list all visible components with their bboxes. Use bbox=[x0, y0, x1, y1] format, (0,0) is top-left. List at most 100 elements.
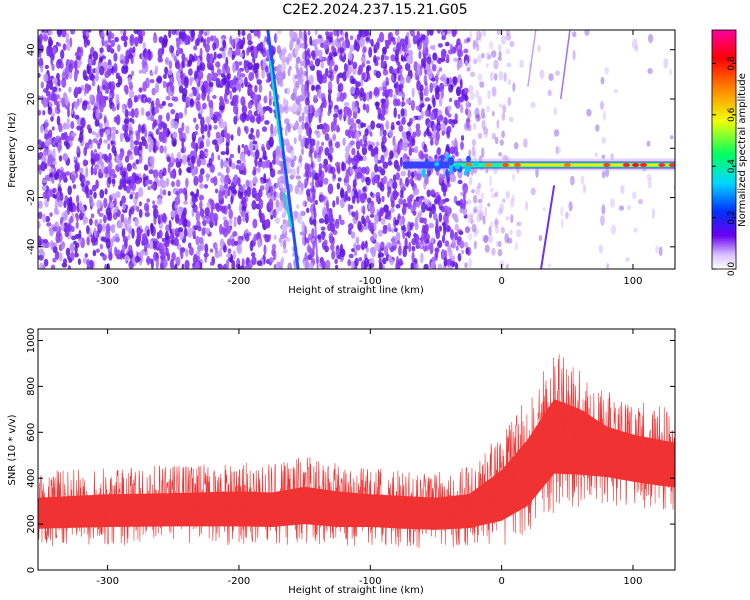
noise-speckle bbox=[389, 150, 394, 160]
noise-speckle bbox=[318, 123, 324, 130]
noise-speckle bbox=[119, 148, 123, 153]
noise-speckle bbox=[44, 64, 49, 70]
noise-speckle bbox=[234, 37, 239, 43]
noise-speckle bbox=[398, 245, 402, 256]
noise-speckle bbox=[296, 66, 300, 77]
noise-speckle bbox=[618, 205, 625, 211]
noise-speckle bbox=[362, 186, 367, 192]
noise-speckle bbox=[489, 187, 494, 193]
noise-speckle bbox=[602, 110, 607, 121]
noise-speckle bbox=[224, 188, 229, 199]
noise-speckle bbox=[279, 82, 284, 88]
noise-speckle bbox=[407, 229, 411, 239]
noise-speckle bbox=[582, 184, 587, 194]
noise-speckle bbox=[364, 240, 368, 250]
noise-speckle bbox=[241, 144, 245, 148]
noise-speckle bbox=[413, 187, 420, 196]
noise-speckle bbox=[446, 131, 451, 139]
noise-speckle bbox=[91, 184, 97, 192]
noise-speckle bbox=[378, 31, 385, 43]
noise-speckle bbox=[232, 250, 237, 260]
noise-speckle bbox=[44, 128, 49, 135]
noise-speckle bbox=[409, 117, 413, 125]
noise-speckle bbox=[184, 38, 189, 46]
noise-speckle bbox=[149, 79, 155, 84]
carrier-hotspot bbox=[622, 163, 630, 168]
noise-speckle bbox=[75, 242, 80, 249]
carrier-blob bbox=[421, 168, 426, 178]
noise-speckle bbox=[304, 162, 309, 172]
noise-speckle bbox=[147, 242, 150, 249]
noise-speckle bbox=[86, 225, 90, 234]
noise-speckle bbox=[475, 89, 480, 99]
noise-speckle bbox=[365, 103, 370, 114]
noise-speckle bbox=[180, 137, 186, 143]
noise-speckle bbox=[598, 244, 604, 254]
noise-speckle bbox=[438, 59, 442, 65]
noise-speckle bbox=[97, 223, 103, 233]
noise-speckle bbox=[351, 101, 356, 112]
noise-speckle bbox=[548, 73, 554, 81]
noise-speckle bbox=[75, 55, 81, 60]
noise-speckle bbox=[473, 122, 477, 130]
noise-speckle bbox=[150, 72, 154, 77]
noise-speckle bbox=[87, 39, 90, 46]
noise-speckle bbox=[79, 132, 83, 143]
noise-speckle bbox=[190, 30, 196, 38]
noise-speckle bbox=[249, 240, 254, 252]
noise-speckle bbox=[480, 108, 485, 119]
noise-speckle bbox=[93, 191, 97, 199]
noise-speckle bbox=[297, 180, 302, 189]
noise-speckle bbox=[435, 229, 441, 240]
noise-speckle bbox=[233, 95, 239, 107]
noise-speckle bbox=[321, 56, 327, 62]
carrier-blob bbox=[447, 157, 455, 166]
noise-speckle bbox=[287, 123, 291, 133]
noise-speckle bbox=[103, 116, 107, 124]
noise-speckle bbox=[64, 122, 71, 130]
noise-speckle bbox=[381, 135, 387, 144]
noise-speckle bbox=[250, 72, 255, 80]
noise-speckle bbox=[286, 57, 290, 66]
noise-speckle bbox=[175, 179, 181, 188]
noise-speckle bbox=[335, 264, 339, 269]
noise-speckle bbox=[92, 249, 97, 257]
noise-speckle bbox=[99, 65, 105, 76]
noise-speckle bbox=[201, 227, 206, 236]
noise-speckle bbox=[213, 51, 217, 60]
noise-speckle bbox=[468, 257, 473, 269]
noise-speckle bbox=[293, 122, 299, 129]
noise-speckle bbox=[152, 200, 156, 205]
noise-speckle bbox=[57, 58, 63, 65]
noise-speckle bbox=[296, 39, 301, 45]
noise-speckle bbox=[390, 237, 396, 243]
noise-speckle bbox=[168, 219, 172, 231]
noise-speckle bbox=[512, 173, 516, 181]
noise-speckle bbox=[179, 158, 183, 164]
noise-speckle bbox=[305, 126, 310, 137]
noise-speckle bbox=[245, 212, 249, 224]
noise-speckle bbox=[601, 170, 606, 179]
noise-speckle bbox=[151, 87, 156, 96]
noise-speckle bbox=[387, 32, 392, 43]
noise-speckle bbox=[65, 38, 71, 44]
noise-speckle bbox=[455, 200, 461, 206]
noise-speckle bbox=[193, 175, 199, 186]
noise-speckle bbox=[504, 233, 510, 244]
noise-speckle bbox=[553, 129, 560, 137]
noise-speckle bbox=[198, 194, 204, 201]
noise-speckle bbox=[393, 107, 398, 119]
noise-speckle bbox=[435, 73, 439, 85]
noise-speckle bbox=[237, 215, 242, 226]
noise-speckle bbox=[356, 171, 363, 179]
noise-speckle bbox=[187, 161, 192, 166]
noise-speckle bbox=[455, 151, 459, 157]
noise-speckle bbox=[219, 247, 223, 258]
noise-speckle bbox=[148, 169, 154, 175]
noise-speckle bbox=[68, 217, 74, 224]
noise-speckle bbox=[145, 175, 149, 181]
noise-speckle bbox=[314, 58, 321, 67]
noise-speckle bbox=[184, 105, 188, 116]
noise-speckle bbox=[647, 68, 653, 74]
